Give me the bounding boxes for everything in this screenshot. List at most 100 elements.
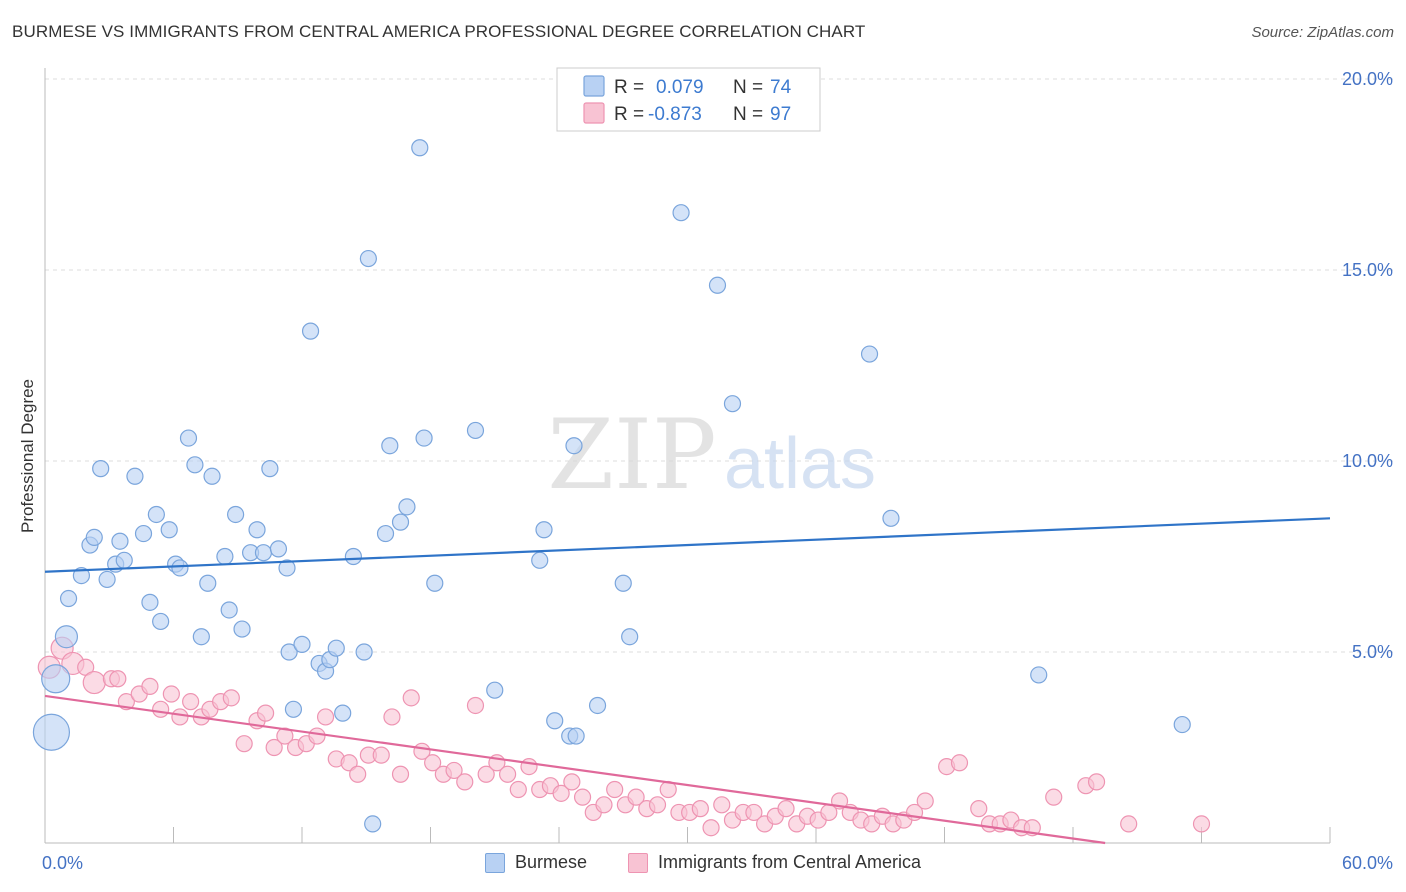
point-central-america [745,803,763,822]
point-burmese [203,467,221,485]
point-central-america [82,670,106,695]
point-burmese [860,345,879,363]
legend-r-label-burmese: R = [614,77,644,98]
point-burmese [535,521,553,539]
source-credit: Source: ZipAtlas.com [1251,24,1394,41]
legend-n-label-burmese: N = [733,77,763,98]
point-central-america [499,765,517,783]
point-central-america [916,792,934,810]
point-burmese [186,456,204,474]
point-burmese [364,815,382,833]
point-burmese [269,540,288,558]
point-burmese [381,437,399,455]
y-tick-label: 20.0% [1342,69,1393,89]
point-burmese [199,574,217,592]
point-burmese [171,559,189,577]
point-central-america [152,700,170,718]
axes-layer [44,68,1331,844]
point-central-america [1120,815,1138,833]
point-burmese [723,395,742,413]
point-burmese [126,467,144,485]
point-central-america [520,757,538,776]
point-burmese [261,460,279,478]
point-burmese [92,460,110,478]
point-burmese [301,322,320,340]
y-tick-label: 15.0% [1342,260,1393,280]
legend-n-value-central-america: 97 [770,104,791,125]
point-central-america [702,819,720,837]
point-burmese [179,429,198,447]
y-tick-label: 5.0% [1352,642,1393,662]
point-central-america [552,784,570,802]
watermark: ZIP atlas [547,399,876,511]
series-legend-label-central-america: Immigrants from Central America [658,852,922,872]
legend-n-label-central-america: N = [733,104,763,125]
legend-r-value-burmese: 0.079 [656,77,704,98]
watermark-zip: ZIP [547,399,716,511]
point-central-america [141,677,159,695]
point-burmese [41,664,71,694]
legend-swatch-central-america [583,102,605,124]
point-central-america [595,796,613,814]
point-central-america [383,708,401,726]
point-burmese [280,643,298,661]
series-legend-item-burmese: Burmese [485,852,587,873]
point-central-america [340,754,358,772]
x-tick-label: 60.0% [1342,853,1393,873]
point-burmese [192,628,210,646]
x-tick-label: 0.0% [42,853,83,873]
point-burmese [882,509,900,527]
trend-line-burmese [44,517,1331,573]
series-legend-swatch-burmese [485,852,505,873]
point-central-america [171,708,189,726]
point-central-america [477,765,495,783]
point-burmese [293,635,311,653]
point-burmese [359,249,377,268]
trend-lines [44,517,1331,845]
point-central-america [1192,815,1211,833]
series-legend-swatch-central-america [628,852,648,873]
point-burmese [327,639,345,657]
point-burmese [59,589,78,608]
point-central-america [1045,788,1063,806]
watermark-atlas: atlas [724,424,876,504]
point-burmese [54,625,79,649]
point-central-america [970,800,988,818]
tick-labels: 5.0% 10.0% 15.0% 20.0% 0.0% 60.0% [42,69,1393,873]
point-central-america [606,780,624,799]
point-central-america [1087,773,1106,791]
point-burmese [565,437,583,455]
correlation-legend: R = 0.079 N = 74 R = -0.873 N = 97 [556,67,821,132]
point-central-america [691,800,709,818]
point-burmese [486,681,504,699]
point-burmese [355,643,373,661]
point-burmese [466,421,485,440]
point-burmese [621,628,639,646]
point-burmese [72,566,91,585]
series-burmese-points [32,139,1191,833]
point-burmese [415,429,433,447]
point-central-america [162,685,180,703]
point-burmese [147,505,165,524]
point-central-america [222,689,240,707]
point-burmese [98,570,116,589]
point-burmese [141,593,159,611]
point-central-america [308,727,326,745]
point-burmese [567,727,585,745]
point-burmese [85,528,103,547]
point-burmese [233,620,251,638]
point-burmese [531,551,549,569]
point-central-america [648,796,667,814]
series-legend-label-burmese: Burmese [515,852,588,872]
point-central-america [256,704,275,722]
point-burmese [160,521,178,539]
point-burmese [278,559,296,577]
point-central-america [445,761,463,780]
point-central-america [349,765,367,783]
point-burmese [220,601,238,619]
point-burmese [391,513,410,531]
point-central-america [627,788,645,806]
point-burmese [708,276,727,294]
chart-title: BURMESE VS IMMIGRANTS FROM CENTRAL AMERI… [12,22,866,41]
